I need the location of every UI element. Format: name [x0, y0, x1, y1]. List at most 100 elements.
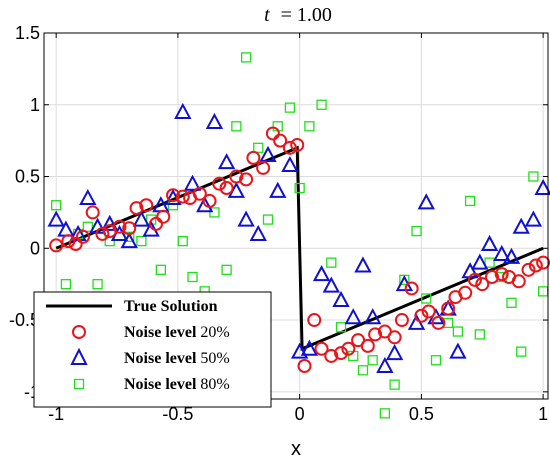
square-marker — [357, 365, 369, 376]
square-marker — [304, 121, 315, 132]
circle-marker — [219, 181, 234, 196]
square-marker — [209, 207, 220, 218]
triangle-marker — [290, 342, 309, 359]
triangle-marker — [47, 210, 65, 227]
circle-marker — [394, 313, 409, 328]
circle-marker — [156, 209, 171, 224]
square-marker — [421, 293, 432, 304]
square-marker — [187, 271, 198, 283]
circle-marker — [112, 219, 127, 234]
square-marker — [367, 355, 378, 366]
square-marker — [335, 322, 347, 333]
circle-marker — [49, 238, 64, 253]
circle-marker — [273, 133, 288, 148]
x-tick-labels: -1 -0.5 0 0.5 1 — [48, 404, 548, 424]
square-marker — [92, 279, 103, 290]
circle-marker — [414, 308, 429, 323]
triangle-marker — [364, 308, 382, 325]
circle-marker — [246, 150, 261, 165]
y-tick-label: 0 — [30, 238, 40, 258]
legend-noise-80-bold: Noise level — [124, 376, 197, 393]
circle-marker — [68, 236, 83, 251]
legend-noise-50-label: Noise level 50% — [124, 350, 230, 367]
legend-square-marker — [73, 378, 85, 390]
square-marker — [82, 221, 93, 232]
axes-box — [43, 32, 549, 400]
circle-marker — [85, 205, 100, 220]
square-marker — [474, 329, 485, 340]
square-marker — [389, 379, 400, 390]
legend-box — [33, 291, 272, 408]
circle-marker — [307, 313, 322, 328]
x-tick-label: -1 — [48, 404, 64, 424]
circle-marker — [387, 330, 402, 345]
square-marker — [506, 297, 517, 308]
circle-marker — [202, 193, 217, 208]
triangle-marker — [449, 342, 467, 359]
y-tick-label: 0.5 — [15, 167, 40, 187]
square-marker — [284, 102, 296, 113]
triangle-marker — [524, 210, 543, 227]
circle-marker — [175, 189, 190, 204]
circle-marker — [139, 198, 154, 213]
square-marker — [326, 257, 337, 268]
circle-marker — [528, 258, 543, 273]
circle-marker — [521, 262, 536, 277]
legend-true-solution-label: True Solution — [124, 298, 218, 315]
circle-marker — [485, 270, 499, 284]
circle-marker — [467, 272, 482, 287]
x-tick-label: -0.5 — [162, 404, 193, 424]
triangle-marker — [354, 256, 372, 273]
circle-marker — [229, 169, 244, 184]
circle-marker — [475, 277, 490, 292]
circle-marker — [404, 281, 419, 296]
legend: True Solution Noise level 20% Noise leve… — [33, 291, 272, 408]
circle-marker — [149, 216, 163, 231]
circle-marker — [122, 221, 137, 236]
triangle-marker — [259, 145, 277, 162]
y-tick-label: 1 — [30, 95, 40, 115]
triangle-marker — [79, 188, 97, 206]
circle-marker — [324, 348, 339, 363]
square-marker — [51, 200, 62, 211]
square-marker — [316, 99, 327, 110]
chart-title-var: t — [264, 4, 270, 26]
triangle-marker — [132, 210, 151, 227]
y-tick-labels: 1.510.50-0.5-1 — [9, 23, 40, 402]
triangle-marker — [300, 339, 319, 356]
circle-marker — [290, 137, 305, 152]
triangle-marker — [281, 155, 299, 173]
circle-marker — [61, 234, 76, 249]
circle-marker — [536, 255, 550, 270]
circle-marker — [282, 140, 297, 155]
legend-triangle-marker — [70, 347, 88, 365]
triangle-marker — [249, 224, 267, 241]
triangle-marker — [120, 232, 138, 249]
square-marker — [516, 346, 527, 357]
circle-marker — [192, 186, 207, 201]
square-marker — [253, 142, 264, 153]
square-marker — [452, 326, 464, 337]
square-marker — [294, 182, 305, 194]
legend-noise-50-bold: Noise level — [124, 350, 197, 367]
legend-noise-80-label: Noise level 80% — [124, 376, 230, 393]
circle-marker — [212, 176, 227, 191]
x-tick-label: 1 — [538, 404, 548, 424]
circle-marker — [314, 341, 329, 356]
circle-marker — [368, 327, 383, 342]
square-marker — [221, 264, 232, 275]
triangle-marker — [174, 102, 192, 119]
plot-area — [47, 52, 550, 419]
legend-noise-80-pct: 80% — [200, 376, 229, 393]
circle-marker — [431, 315, 446, 330]
square-marker — [411, 225, 422, 237]
circle-marker — [239, 172, 254, 187]
triangle-marker — [512, 217, 530, 234]
triangle-marker — [385, 343, 404, 361]
triangle-marker — [534, 178, 550, 196]
square-marker — [177, 235, 188, 247]
circle-marker — [265, 126, 280, 141]
triangle-marker — [269, 181, 287, 198]
square-marker — [262, 214, 274, 225]
